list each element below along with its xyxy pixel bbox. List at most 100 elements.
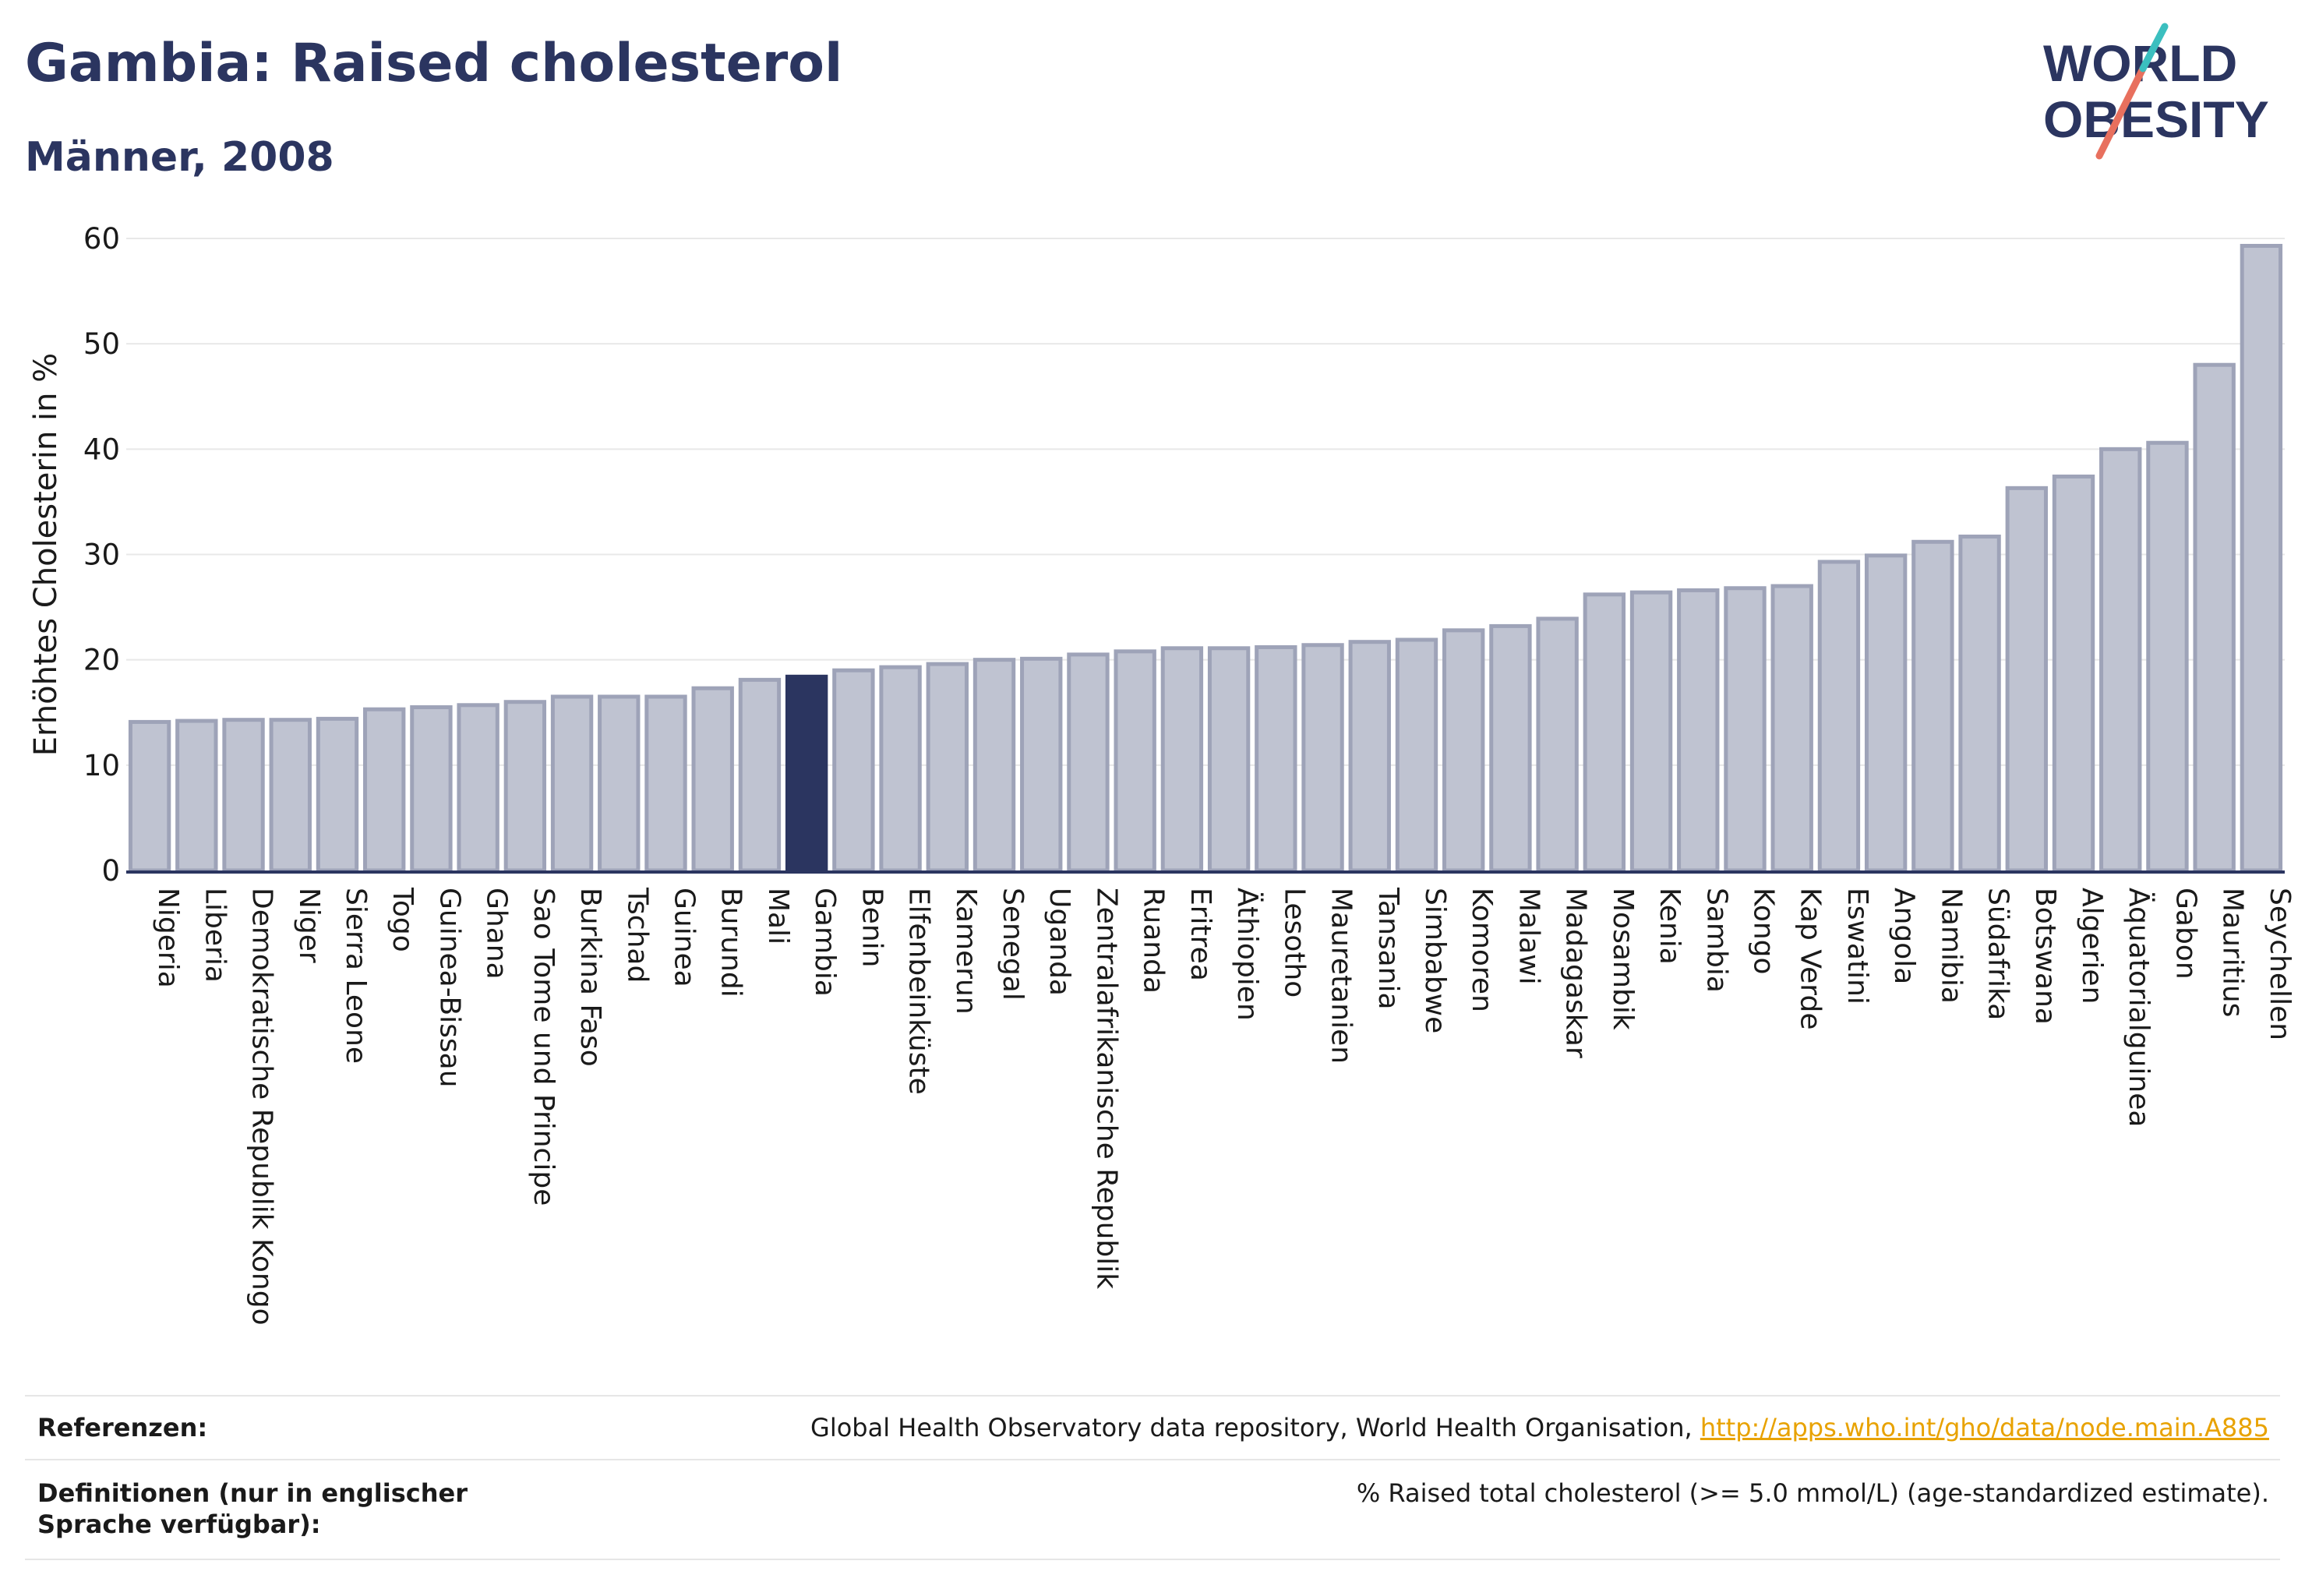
y-tick-label: 40 [83,433,120,466]
bar [1207,646,1251,873]
references-text: Global Health Observatory data repositor… [810,1413,1700,1442]
references-row: Referenzen: Global Health Observatory da… [25,1395,2280,1460]
bar [598,694,641,873]
bar [1817,560,1861,873]
bar [457,703,499,873]
x-tick-label: Lesotho [1278,888,1310,998]
x-tick-label: Togo [387,887,418,952]
x-tick-label: Äquatorialguinea [2123,888,2155,1127]
x-tick-label: Gabon [2169,888,2201,980]
bar [1160,646,1204,873]
x-tick-label: Tansania [1372,887,1404,1010]
x-tick-label: Eswatini [1841,888,1873,1005]
bar [972,658,1016,873]
x-tick-label: Algerien [2076,888,2108,1004]
bar [175,719,218,873]
x-tick-label: Ruanda [1138,888,1170,994]
bar [644,694,687,873]
bar [503,700,547,873]
x-tick-label: Sierra Leone [340,888,372,1064]
chart-subtitle: Männer, 2008 [25,134,334,181]
x-tick-label: Angola [1888,888,1920,984]
references-label: Referenzen: [37,1413,208,1442]
x-tick-label: Liberia [199,888,231,983]
bar [1255,644,1297,873]
x-tick-label: Tschad [621,887,653,983]
bar [879,665,922,873]
bar [1536,616,1579,873]
bar [410,704,453,873]
bar [2005,486,2048,873]
bar [2240,243,2283,873]
logo-line1: WORLD [2043,34,2237,92]
x-tick-label: Burundi [715,888,747,998]
bar [1911,539,1954,873]
bar [1958,535,2001,873]
x-tick-label: Kap Verde [1795,888,1827,1029]
y-tick-label: 20 [83,644,120,677]
bar [2193,362,2236,873]
references-value: Global Health Observatory data repositor… [810,1412,2269,1443]
bars [128,243,2283,873]
x-tick-label: Madagaskar [1560,888,1592,1058]
x-tick-label: Ghana [481,888,513,980]
y-axis-ticks: 0 10 20 30 40 50 60 [83,222,120,888]
x-tick-label: Botswana [2029,888,2061,1025]
x-tick-label: Niger [293,888,325,963]
bar [1395,637,1438,873]
bar [550,694,594,873]
x-tick-label: Guinea-Bissau [433,888,465,1088]
bar [832,668,875,873]
bar [1489,623,1532,873]
x-tick-label: Simbabwe [1419,888,1451,1033]
x-tick-label: Sambia [1700,888,1732,993]
x-tick-label: Sao Tome und Principe [528,888,559,1206]
definitions-label: Definitionen (nur in englischer Sprache … [37,1478,468,1539]
bar [926,662,969,873]
y-tick-label: 0 [101,854,120,888]
bar [691,686,734,873]
logo-slash-coral [2095,65,2147,160]
references-link[interactable]: http://apps.who.int/gho/data/node.main.A… [1700,1413,2269,1442]
bar [1442,628,1485,873]
bar [316,716,359,873]
bar [738,677,782,873]
logo-line2: OBESITY [2043,90,2269,148]
bar [1677,588,1720,873]
bar [1583,592,1626,873]
bar [363,707,406,873]
x-tick-label: Kamerun [950,888,982,1015]
bar [2099,447,2142,873]
logo-slash-teal [2139,23,2169,72]
x-tick-label: Komoren [1466,888,1498,1012]
bar [1301,643,1344,873]
bar [128,719,171,873]
bar-highlighted [785,674,828,873]
bar [1348,640,1391,873]
x-tick-label: Kenia [1654,888,1686,965]
bar [1020,656,1063,873]
x-tick-label: Gambia [809,888,841,997]
x-tick-label: Kongo [1748,888,1780,975]
x-tick-label: Eritrea [1184,888,1216,981]
x-tick-label: Uganda [1043,888,1075,996]
bar [269,718,312,873]
bar-chart: 0 10 20 30 40 50 60 Nigeria Liberia Demokratisch… [28,222,2296,1326]
definitions-value: % Raised total cholesterol (>= 5.0 mmol/… [1356,1478,2269,1508]
bar [222,718,265,873]
x-tick-label: Senegal [997,888,1029,1001]
x-tick-label: Namibia [1935,888,1967,1004]
x-tick-label: Demokratische Republik Kongo [246,888,278,1326]
y-tick-label: 60 [83,222,120,256]
x-tick-label: Seychellen [2264,888,2296,1040]
bar [1724,586,1767,873]
x-tick-label: Mali [762,888,794,945]
world-obesity-logo: WORLD OBESITY [2043,23,2269,160]
y-tick-label: 30 [83,538,120,572]
x-tick-label: Benin [856,888,888,967]
x-tick-label: Äthiopien [1231,888,1264,1021]
x-tick-label: Nigeria [152,888,184,988]
x-tick-label: Südafrika [1982,888,2014,1020]
y-axis-label: Erhöhtes Cholesterin in % [28,353,64,756]
bar [1864,553,1908,873]
